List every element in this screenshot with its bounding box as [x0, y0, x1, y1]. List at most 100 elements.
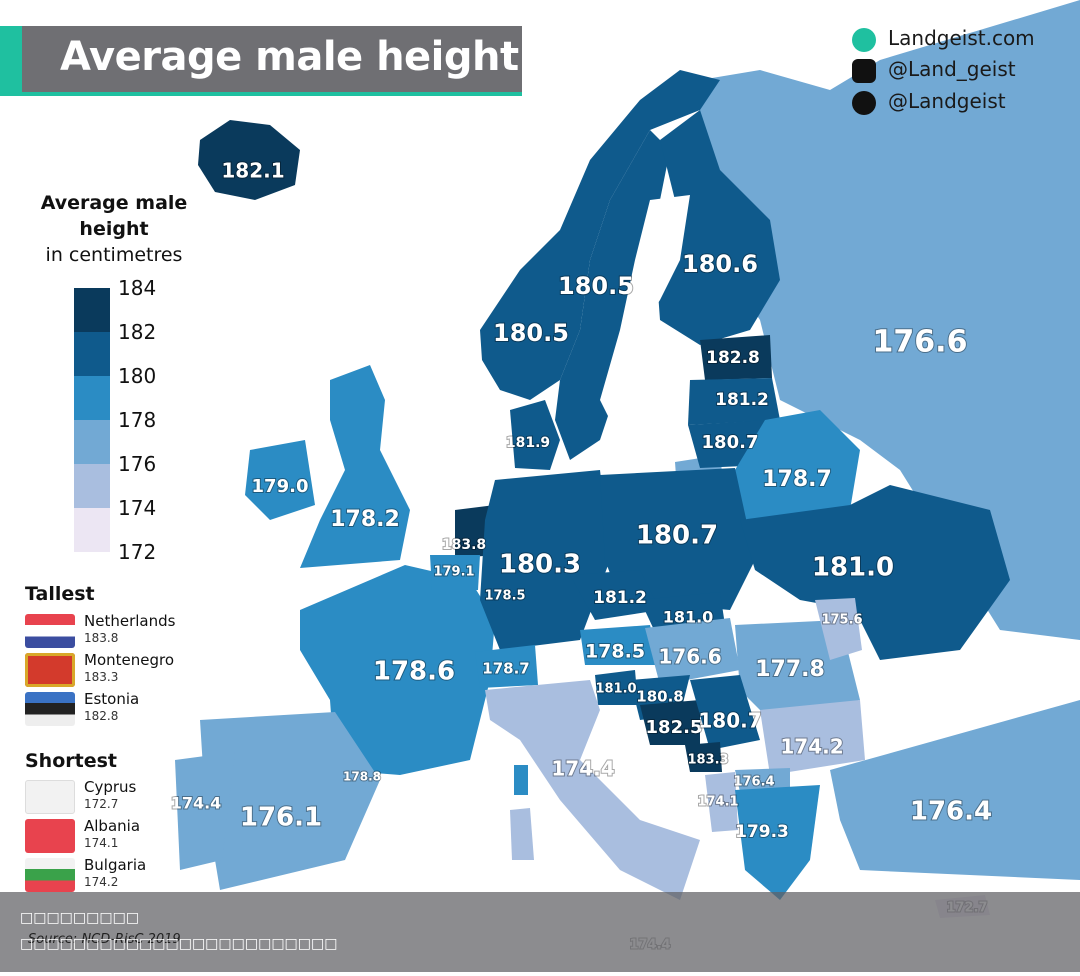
tallest-heading: Tallest — [25, 583, 95, 605]
value-label-albania: 174.1 — [697, 795, 738, 810]
shortest-name: Bulgaria — [84, 856, 147, 874]
value-label-russia: 176.6 — [873, 325, 968, 360]
social-website[interactable]: Landgeist.com — [852, 26, 1035, 52]
legend-tick-label: 176 — [118, 452, 157, 476]
value-label-switzerland: 178.7 — [482, 660, 529, 678]
legend-swatch — [74, 508, 110, 552]
tallest-name: Netherlands — [84, 612, 176, 630]
region-czechia — [570, 570, 660, 620]
tallest-value: 183.3 — [84, 670, 119, 684]
value-label-italy: 174.4 — [551, 757, 614, 781]
value-label-slovenia: 181.0 — [595, 682, 636, 697]
title-accent — [0, 26, 22, 96]
region-slovenia — [595, 670, 638, 705]
legend-tick-label: 172 — [118, 540, 157, 564]
region-belgium — [430, 555, 480, 590]
value-label-belgium: 179.1 — [433, 565, 474, 580]
shortest-value: 172.7 — [84, 797, 119, 811]
region-hungary — [645, 618, 740, 685]
cyprus-flag-icon — [25, 780, 75, 814]
twitter-icon — [852, 90, 876, 115]
value-label-norway: 180.5 — [493, 319, 569, 347]
region-montenegro — [685, 742, 722, 772]
shortest-entry-bulgaria: Bulgaria 174.2 — [25, 856, 225, 894]
tallest-name: Estonia — [84, 690, 140, 708]
legend-title: Average male height in centimetres — [20, 190, 208, 268]
legend-color-bar — [74, 288, 110, 552]
legend-swatch — [74, 464, 110, 508]
value-label-belarus: 178.7 — [762, 467, 832, 492]
social-instagram[interactable]: @Land_geist — [852, 57, 1016, 83]
netherlands-flag-icon — [25, 614, 75, 648]
footer-line-2: □□□□□□□□□□□□□□□□□□□□□□□□ — [20, 936, 338, 952]
tallest-value: 183.8 — [84, 631, 119, 645]
legend-tick-label: 184 — [118, 276, 157, 300]
legend-tick-label: 182 — [118, 320, 157, 344]
region-albania — [705, 772, 738, 832]
region-latvia — [688, 378, 780, 425]
shortest-heading: Shortest — [25, 750, 117, 772]
value-label-serbia: 180.7 — [698, 709, 761, 733]
legend-swatch — [74, 288, 110, 332]
region-finland — [655, 110, 780, 345]
social-twitter[interactable]: @Landgeist — [852, 89, 1006, 115]
region-germany — [480, 470, 610, 650]
region-bulgaria — [760, 700, 865, 775]
value-label-poland: 180.7 — [636, 521, 718, 551]
region-ireland — [245, 440, 315, 520]
legend-tick-label: 180 — [118, 364, 157, 388]
shortest-value: 174.2 — [84, 875, 119, 889]
region-iceland — [198, 120, 300, 200]
region-france — [300, 565, 495, 775]
globe-icon — [852, 27, 876, 52]
region-turkey — [830, 700, 1080, 880]
region-denmark — [510, 400, 560, 470]
value-label-lithuania: 180.7 — [702, 432, 759, 453]
region-serbia — [690, 675, 760, 750]
value-label-iceland: 182.1 — [221, 159, 284, 183]
value-label-austria: 178.5 — [585, 641, 645, 663]
shortest-value: 174.1 — [84, 836, 119, 850]
title-banner — [0, 26, 522, 96]
tallest-entry-montenegro: Montenegro 183.3 — [25, 651, 225, 689]
region-estonia — [700, 335, 772, 380]
title-underline — [22, 92, 522, 96]
region-ukraine — [740, 485, 1010, 660]
value-label-bulgaria: 174.2 — [780, 735, 843, 759]
region-spain — [200, 712, 380, 890]
albania-flag-icon — [25, 819, 75, 853]
value-label-portugal: 174.4 — [171, 794, 222, 813]
value-label-montenegro: 183.3 — [687, 753, 728, 768]
footer-line-1: □□□□□□□□□ — [20, 910, 140, 926]
tallest-entry-estonia: Estonia 182.8 — [25, 690, 225, 728]
value-label-ireland: 179.0 — [252, 476, 309, 497]
region-italy — [485, 680, 700, 900]
value-label-north-macedonia: 176.4 — [733, 775, 774, 790]
region-portugal — [175, 752, 235, 870]
montenegro-flag-icon — [25, 653, 75, 687]
value-label-denmark: 181.9 — [506, 435, 550, 451]
value-label-slovakia: 181.0 — [663, 608, 714, 627]
value-label-ukraine: 181.0 — [812, 553, 894, 583]
value-label-romania: 177.8 — [755, 657, 825, 682]
legend-swatch — [74, 420, 110, 464]
value-label-monaco: 178.8 — [343, 770, 381, 784]
value-label-latvia: 181.2 — [715, 390, 769, 410]
bulgaria-flag-icon — [25, 858, 75, 892]
value-label-croatia: 180.8 — [636, 688, 683, 706]
region-bosnia — [640, 700, 700, 745]
legend-heading: Average male height — [40, 192, 188, 240]
region-norway — [480, 70, 720, 400]
value-label-czechia: 181.2 — [593, 588, 647, 608]
value-label-france: 178.6 — [373, 657, 455, 687]
region-sardinia — [510, 808, 534, 860]
social-twitter-text: @Landgeist — [888, 89, 1006, 113]
value-label-bosnia: 182.5 — [646, 717, 703, 738]
shortest-name: Cyprus — [84, 778, 137, 796]
shortest-name: Albania — [84, 817, 141, 835]
value-label-germany: 180.3 — [499, 550, 581, 580]
region-greece — [735, 785, 820, 900]
region-sweden — [555, 130, 670, 460]
value-label-turkey: 176.4 — [910, 797, 992, 827]
